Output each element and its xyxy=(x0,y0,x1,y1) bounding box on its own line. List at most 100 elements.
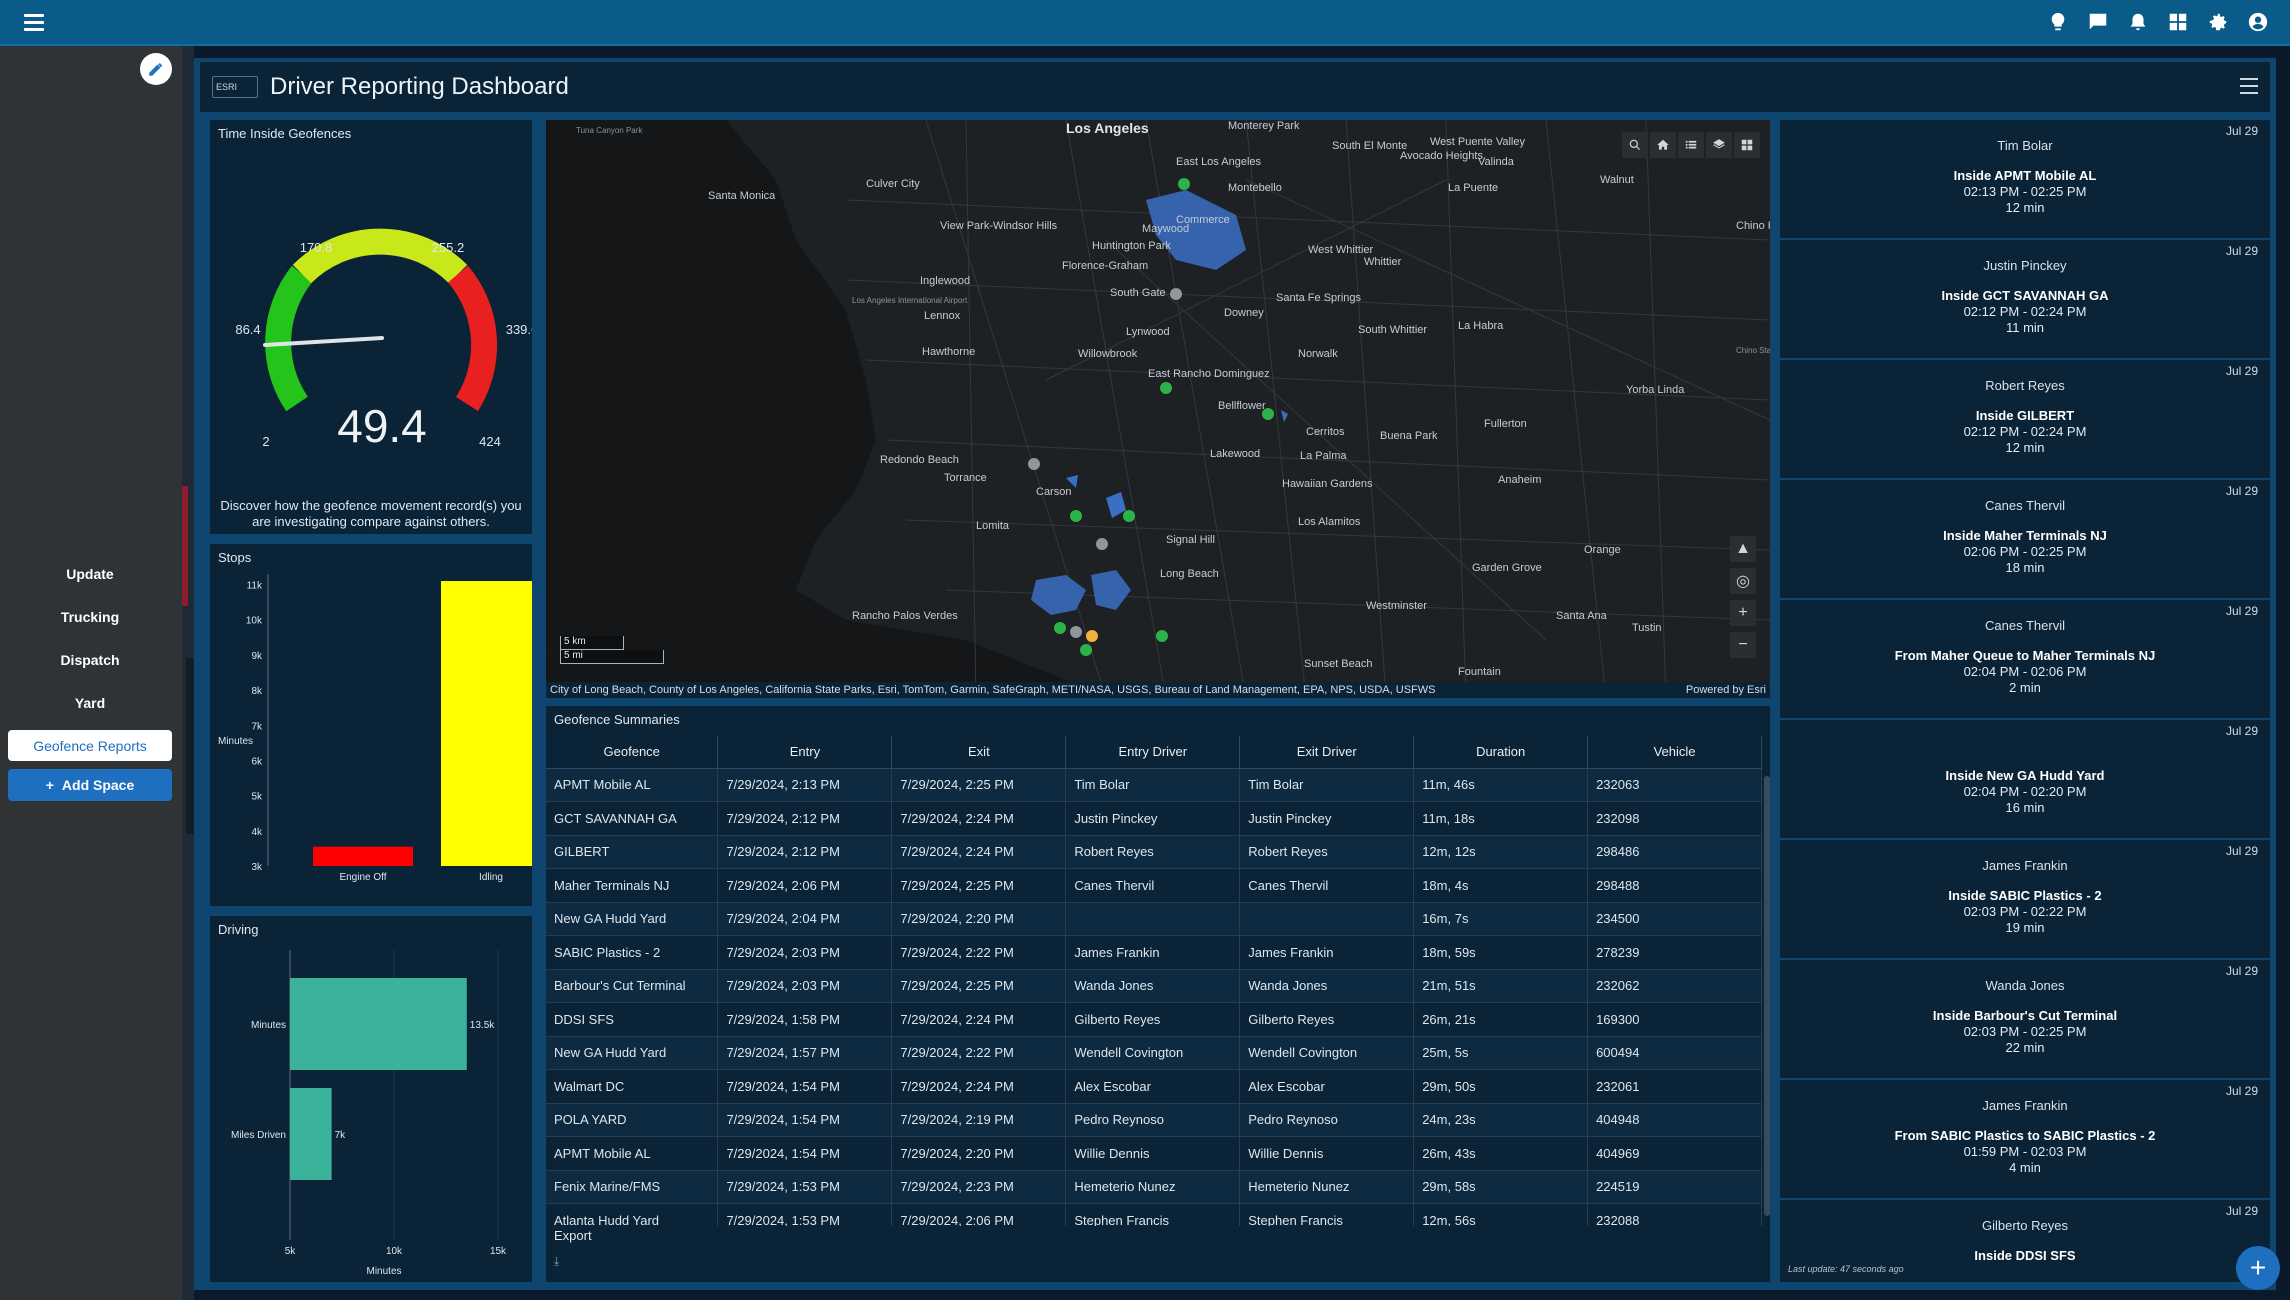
powered-by-esri[interactable]: Powered by Esri xyxy=(1685,684,1766,696)
column-header[interactable]: Entry xyxy=(717,736,893,769)
table-row[interactable]: POLA YARD 7/29/2024, 1:54 PM 7/29/2024, 2:… xyxy=(546,1103,1762,1137)
feed-card[interactable]: Jul 29 Canes Thervil From Maher Queue to M… xyxy=(1780,600,2270,720)
gear-icon[interactable] xyxy=(2206,10,2230,34)
table-row[interactable]: Barbour's Cut Terminal 7/29/2024, 2:03 PM… xyxy=(546,969,1762,1003)
column-header[interactable]: Exit Driver xyxy=(1239,736,1415,769)
gauge-min: 2 xyxy=(262,434,269,449)
feed-card[interactable]: Jul 29 Inside New GA Hudd Yard 02:04 PM - … xyxy=(1780,720,2270,840)
vehicle-marker[interactable] xyxy=(1262,408,1274,420)
feed-card[interactable]: Jul 29 Gilberto Reyes Inside DDSI SFS xyxy=(1780,1200,2270,1282)
table-row[interactable]: Maher Terminals NJ 7/29/2024, 2:06 PM 7/29… xyxy=(546,868,1762,903)
map-label: Garden Grove xyxy=(1472,562,1542,574)
vehicle-marker[interactable] xyxy=(1054,622,1066,634)
hamburger-menu-icon[interactable] xyxy=(24,14,44,32)
export-button[interactable]: Export xyxy=(554,1228,592,1243)
chat-icon[interactable] xyxy=(2086,10,2110,34)
driving-bar[interactable] xyxy=(290,978,467,1070)
table-cell: Wendell Covington xyxy=(1239,1036,1415,1070)
sidebar-item-yard[interactable]: Yard xyxy=(74,694,106,711)
geofence-polygon[interactable] xyxy=(1091,570,1131,610)
stops-bar[interactable] xyxy=(441,581,532,866)
table-row[interactable]: APMT Mobile AL 7/29/2024, 1:54 PM 7/29/202… xyxy=(546,1136,1762,1171)
vehicle-marker[interactable] xyxy=(1080,644,1092,656)
feed-card[interactable]: Jul 29 James Frankin From SABIC Plastics t… xyxy=(1780,1080,2270,1200)
zoom-in-button[interactable]: + xyxy=(1730,600,1756,626)
zoom-out-button[interactable]: − xyxy=(1730,632,1756,658)
apps-grid-icon[interactable] xyxy=(2166,10,2190,34)
table-cell: APMT Mobile AL xyxy=(546,768,719,802)
table-row[interactable]: New GA Hudd Yard 7/29/2024, 2:04 PM 7/29/2… xyxy=(546,902,1762,936)
feed-card[interactable]: Jul 29 Tim Bolar Inside APMT Mobile AL 02:1… xyxy=(1780,120,2270,240)
legend-list-icon[interactable] xyxy=(1678,132,1704,158)
table-row[interactable]: GCT SAVANNAH GA 7/29/2024, 2:12 PM 7/29/20… xyxy=(546,801,1762,836)
feed-time: 02:04 PM - 02:20 PM xyxy=(1963,784,2087,799)
vehicle-marker[interactable] xyxy=(1086,630,1098,642)
geofence-polygon[interactable] xyxy=(1031,575,1086,615)
feed-card[interactable]: Jul 29 Robert Reyes Inside GILBERT 02:12 PM… xyxy=(1780,360,2270,480)
column-header[interactable]: Duration xyxy=(1413,736,1589,769)
column-header[interactable]: Geofence xyxy=(546,736,719,769)
column-header[interactable]: Entry Driver xyxy=(1065,736,1241,769)
geofence-polygon[interactable] xyxy=(1106,492,1126,518)
table-row[interactable]: Fenix Marine/FMS 7/29/2024, 1:53 PM 7/29/2… xyxy=(546,1170,1762,1204)
feed-card[interactable]: Jul 29 Canes Thervil Inside Maher Terminal… xyxy=(1780,480,2270,600)
vehicle-marker[interactable] xyxy=(1178,178,1190,190)
table-row[interactable]: Atlanta Hudd Yard 7/29/2024, 1:53 PM 7/29/… xyxy=(546,1203,1762,1226)
geofence-polygon[interactable] xyxy=(1281,410,1288,422)
map-label: Fullerton xyxy=(1484,418,1527,430)
home-icon[interactable] xyxy=(1650,132,1676,158)
layers-icon[interactable] xyxy=(1706,132,1732,158)
lightbulb-icon[interactable] xyxy=(2046,10,2070,34)
vehicle-marker[interactable] xyxy=(1170,288,1182,300)
vehicle-marker[interactable] xyxy=(1070,626,1082,638)
table-row[interactable]: Walmart DC 7/29/2024, 1:54 PM 7/29/2024, 2… xyxy=(546,1069,1762,1104)
table-row[interactable]: APMT Mobile AL 7/29/2024, 2:13 PM 7/29/202… xyxy=(546,768,1762,802)
vehicle-marker[interactable] xyxy=(1070,510,1082,522)
user-avatar-icon[interactable] xyxy=(2246,10,2270,34)
geofence-polygon[interactable] xyxy=(1146,190,1246,270)
column-header[interactable]: Vehicle xyxy=(1587,736,1762,769)
alarm-bell-icon[interactable] xyxy=(2126,10,2150,34)
feed-date: Jul 29 xyxy=(2225,484,2258,498)
map-label: West Puente Valley xyxy=(1430,136,1525,148)
add-fab-button[interactable]: + xyxy=(2236,1246,2280,1290)
sidebar-item-trucking[interactable]: Trucking xyxy=(60,608,120,625)
column-header[interactable]: Exit xyxy=(891,736,1067,769)
vehicle-marker[interactable] xyxy=(1028,458,1040,470)
feed-time: 02:13 PM - 02:25 PM xyxy=(1963,184,2087,199)
locate-icon[interactable]: ◎ xyxy=(1730,568,1756,594)
table-row[interactable]: New GA Hudd Yard 7/29/2024, 1:57 PM 7/29/2… xyxy=(546,1036,1762,1070)
search-icon[interactable] xyxy=(1622,132,1648,158)
map-view[interactable]: Los Angeles East Los Angeles Montebello … xyxy=(546,120,1770,698)
feed-event: Inside APMT Mobile AL xyxy=(1953,168,2097,183)
table-cell: Fenix Marine/FMS xyxy=(546,1170,719,1204)
edit-pencil-icon[interactable] xyxy=(140,53,172,85)
map-label: Fountain xyxy=(1458,666,1501,678)
feed-card[interactable]: Jul 29 Justin Pinckey Inside GCT SAVANNAH … xyxy=(1780,240,2270,360)
vehicle-marker[interactable] xyxy=(1156,630,1168,642)
sidebar: Update Trucking Dispatch Yard Geofence R… xyxy=(0,46,182,1300)
table-row[interactable]: GILBERT 7/29/2024, 2:12 PM 7/29/2024, 2:24… xyxy=(546,835,1762,869)
driving-bar[interactable] xyxy=(290,1088,332,1180)
download-icon[interactable]: ⤓ xyxy=(554,1254,560,1268)
stops-bar[interactable] xyxy=(313,846,413,866)
driving-category-label: Minutes xyxy=(251,1020,286,1031)
sidebar-item-dispatch[interactable]: Dispatch xyxy=(60,651,120,668)
map-label: View Park-Windsor Hills xyxy=(940,220,1058,232)
vehicle-marker[interactable] xyxy=(1096,538,1108,550)
basemap-gallery-icon[interactable] xyxy=(1734,132,1760,158)
sidebar-item-geofence-reports[interactable]: Geofence Reports xyxy=(8,730,172,761)
geofence-polygon[interactable] xyxy=(1066,475,1078,488)
add-space-button[interactable]: + Add Space xyxy=(8,769,172,801)
table-scrollbar[interactable] xyxy=(1764,776,1770,1216)
sidebar-item-update[interactable]: Update xyxy=(66,565,114,582)
vehicle-marker[interactable] xyxy=(1160,382,1172,394)
feed-card[interactable]: Jul 29 Wanda Jones Inside Barbour's Cut Te… xyxy=(1780,960,2270,1080)
compass-icon[interactable]: ▲ xyxy=(1730,536,1756,562)
header-menu-icon[interactable] xyxy=(2240,78,2258,99)
table-row[interactable]: SABIC Plastics - 2 7/29/2024, 2:03 PM 7/29… xyxy=(546,935,1762,970)
table-cell: Stephen Francis xyxy=(1065,1203,1241,1226)
table-row[interactable]: DDSI SFS 7/29/2024, 1:58 PM 7/29/2024, 2:2… xyxy=(546,1002,1762,1037)
vehicle-marker[interactable] xyxy=(1123,510,1135,522)
feed-card[interactable]: Jul 29 James Frankin Inside SABIC Plastics… xyxy=(1780,840,2270,960)
